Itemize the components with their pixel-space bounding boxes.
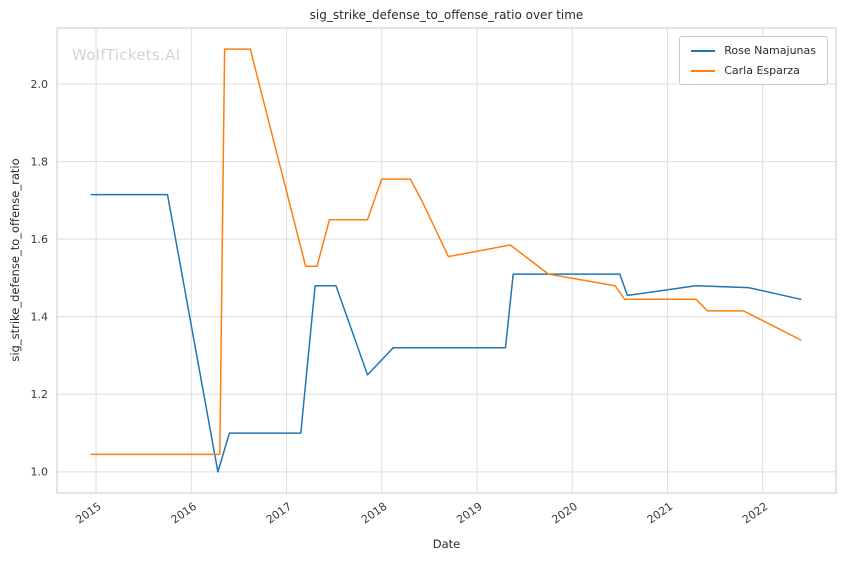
legend-label: Rose Namajunas <box>724 44 816 57</box>
legend-line-icon <box>691 49 716 52</box>
chart-title: sig_strike_defense_to_offense_ratio over… <box>309 8 584 22</box>
series-line-rose-namajunas <box>90 193 802 473</box>
y-tick-label: 1.2 <box>31 388 49 401</box>
x-tick-label: 2020 <box>550 500 580 527</box>
y-tick-label: 1.4 <box>31 311 49 324</box>
legend: Rose Namajunas Carla Esparza <box>679 36 828 85</box>
x-tick-label: 2015 <box>73 500 103 527</box>
legend-line-icon <box>691 69 716 72</box>
legend-item-rose-namajunas: Rose Namajunas <box>691 44 816 57</box>
x-tick-label: 2021 <box>645 500 675 527</box>
watermark: WolfTickets.AI <box>72 46 181 64</box>
legend-item-carla-esparza: Carla Esparza <box>691 64 816 77</box>
x-tick-label: 2022 <box>740 500 770 527</box>
x-tick-label: 2019 <box>454 500 484 527</box>
y-tick-label: 1.0 <box>31 466 49 479</box>
legend-label: Carla Esparza <box>724 64 800 77</box>
x-tick-label: 2018 <box>359 500 389 527</box>
y-tick-label: 2.0 <box>31 78 49 91</box>
y-tick-label: 1.6 <box>31 233 49 246</box>
x-axis-label: Date <box>432 537 461 551</box>
y-tick-label: 1.8 <box>31 155 49 168</box>
series-line-carla-esparza <box>90 48 802 456</box>
x-tick-label: 2017 <box>264 500 294 527</box>
x-tick-label: 2016 <box>169 500 199 527</box>
plot-border <box>56 27 837 494</box>
y-axis-label: sig_strike_defense_to_offense_ratio <box>8 158 22 362</box>
